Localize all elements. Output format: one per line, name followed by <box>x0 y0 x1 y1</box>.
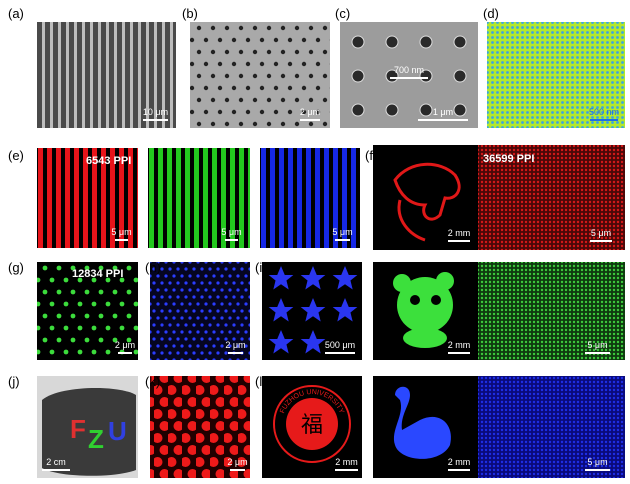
scale-bar-label: 2 cm <box>46 457 66 467</box>
panel-label: (g) <box>8 260 24 275</box>
panel-label: (e) <box>8 148 24 163</box>
image-k <box>150 376 250 478</box>
scale-bar-label: 500 nm <box>589 107 619 117</box>
image-e-blue <box>260 148 360 248</box>
image-d <box>487 22 625 128</box>
image-e-red <box>37 148 138 248</box>
scale-bar-label: 5 μm <box>221 227 241 237</box>
scale-bar-label: 2 mm <box>335 457 358 467</box>
ppi-label: 6543 PPI <box>86 155 131 167</box>
image-c <box>340 22 478 128</box>
panel-label: (d) <box>483 6 499 21</box>
image-f-green <box>478 262 625 360</box>
swan-shape <box>393 386 451 459</box>
image-e-green <box>148 148 250 248</box>
panel-label: (i) <box>255 260 267 275</box>
emblem-ring <box>273 385 351 463</box>
panel-label: (b) <box>182 6 198 21</box>
scale-bar-label: 2 mm <box>448 457 471 467</box>
ppi-label: 36599 PPI <box>483 153 534 165</box>
panel-label: (a) <box>8 6 24 21</box>
image-a <box>37 22 176 128</box>
bracelet-letter: F <box>70 414 86 444</box>
image-g <box>37 262 138 360</box>
image-f-red <box>478 145 625 250</box>
scale-bar-label: 2 mm <box>448 340 471 350</box>
bracelet-letter: Z <box>88 424 104 454</box>
scale-bar-label: 5 μm <box>587 340 607 350</box>
image-f-blue <box>478 376 625 478</box>
panel-label: (c) <box>335 6 350 21</box>
emblem-center <box>286 398 338 450</box>
scale-bar-label: 2 μm <box>227 457 247 467</box>
panel-label: (l) <box>255 374 267 389</box>
scale-bar-label: 5 μm <box>332 227 352 237</box>
panel-label: (h) <box>145 260 161 275</box>
scale-bar-label: 2 μm <box>225 340 245 350</box>
scale-bar-label: 10 μm <box>143 107 168 117</box>
scale-bar-label: 5 μm <box>111 227 131 237</box>
panel-label: (f) <box>365 148 377 163</box>
images <box>37 22 625 478</box>
ppi-label: 12834 PPI <box>72 268 123 280</box>
scale-bar-label: 5 μm <box>587 457 607 467</box>
bracelet-letter: U <box>108 416 127 446</box>
dog-shape <box>393 162 461 242</box>
scale-bar-label: 700 nm <box>394 65 424 75</box>
scale-bar-label: 500 μm <box>325 340 355 350</box>
emblem-character: 福 <box>301 412 323 437</box>
scale-bar-label: 2 mm <box>448 228 471 238</box>
panel-label: (k) <box>145 374 160 389</box>
scale-bar-label: 2 μm <box>300 107 320 117</box>
image-dog <box>373 145 478 250</box>
image-h <box>150 262 250 360</box>
scale-bar-label: 5 μm <box>591 228 611 238</box>
scale-bar-label: 2 μm <box>115 340 135 350</box>
scale-bar-label: 1 μm <box>433 107 453 117</box>
panel-label: (j) <box>8 374 20 389</box>
bracelet <box>42 388 136 476</box>
image-b <box>190 22 330 128</box>
panda-shape <box>393 272 454 348</box>
